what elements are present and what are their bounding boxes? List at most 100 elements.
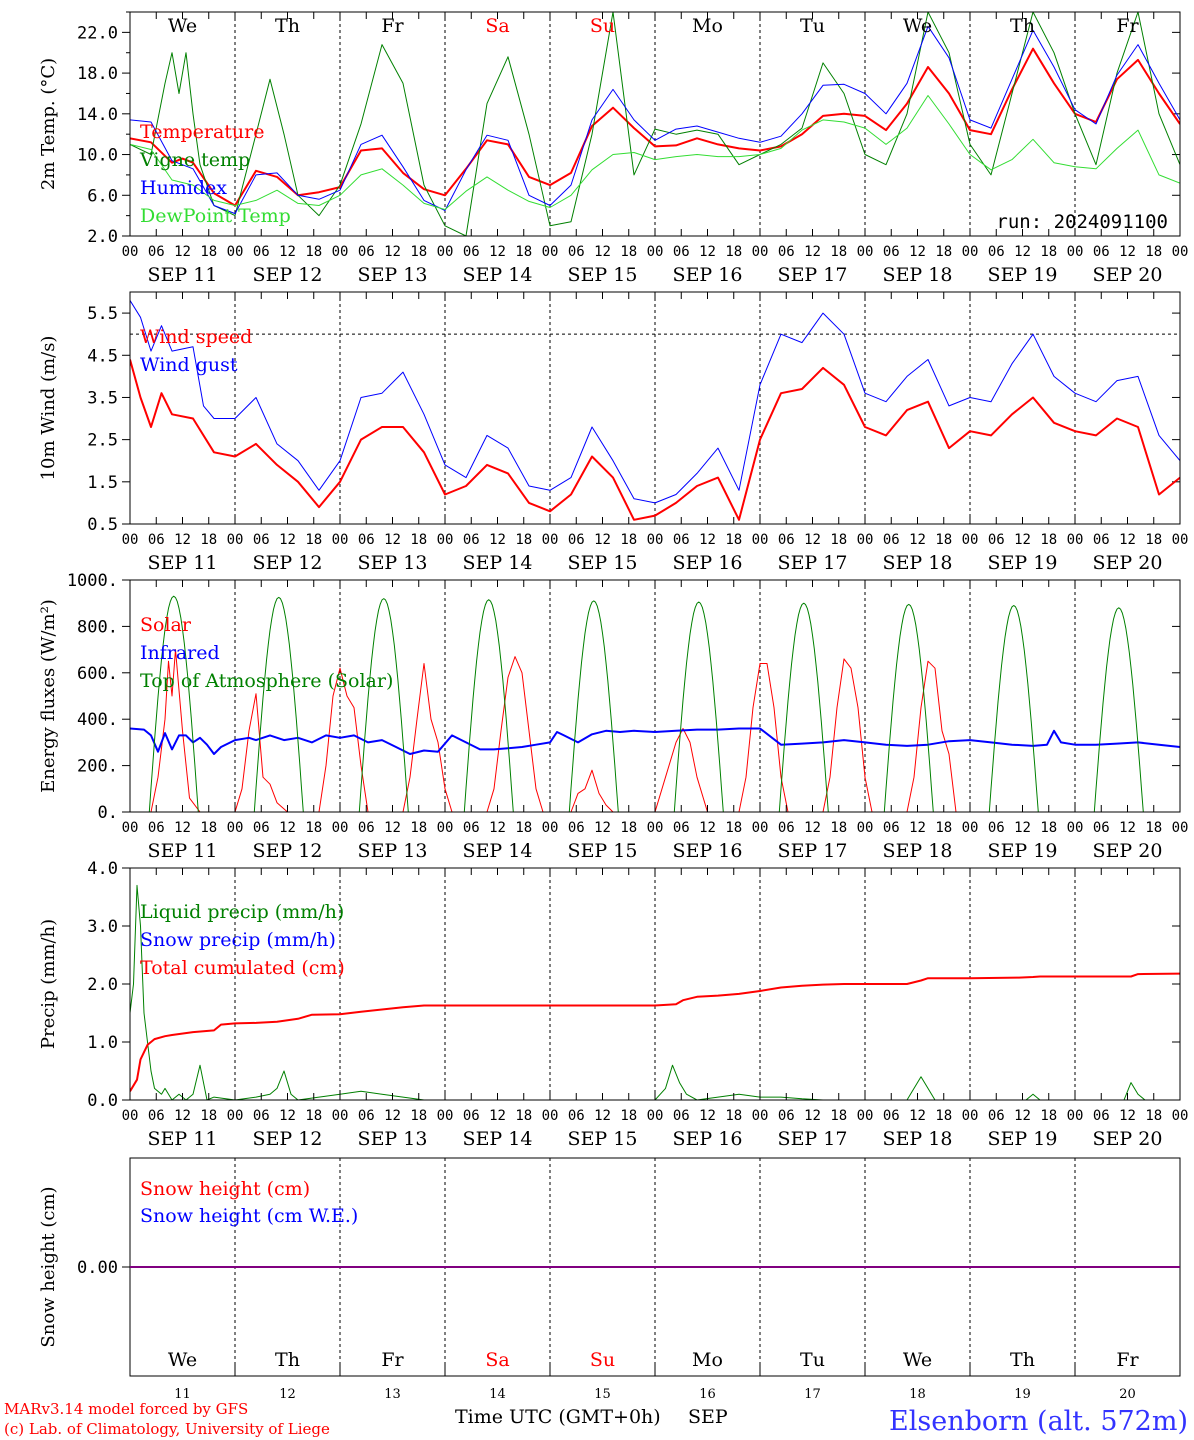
series-group: [130, 595, 1180, 812]
day-number: 12: [279, 1387, 296, 1402]
hour-label: 06: [463, 1108, 480, 1124]
hour-label: 18: [1145, 1108, 1162, 1124]
hour-label: 18: [515, 532, 532, 548]
date-label: SEP 20: [1093, 1128, 1163, 1150]
hour-label: 06: [358, 1108, 375, 1124]
hour-label: 18: [725, 532, 742, 548]
legend-entry: Solar: [140, 614, 192, 636]
y-tick-label: 1.5: [87, 473, 118, 493]
weekday-label: We: [168, 15, 197, 37]
date-label: SEP 19: [988, 1128, 1058, 1150]
hour-label: 00: [1067, 1108, 1084, 1124]
hour-label: 18: [725, 244, 742, 260]
hour-label: 00: [332, 244, 349, 260]
hour-label: 18: [935, 532, 952, 548]
series-group: [130, 12, 1180, 236]
hour-label: 12: [1014, 1108, 1031, 1124]
legend-entry: Wind gust: [140, 354, 238, 376]
hour-label: 06: [778, 244, 795, 260]
series-line-1: [130, 649, 957, 812]
day-number: 13: [384, 1387, 401, 1402]
hour-label: 18: [620, 820, 637, 836]
hour-label: 06: [988, 244, 1005, 260]
hour-label: 18: [935, 1108, 952, 1124]
date-label: SEP 19: [988, 552, 1058, 574]
legend-entry: Top of Atmosphere (Solar): [140, 670, 393, 692]
hour-label: 00: [857, 244, 874, 260]
hour-label: 06: [883, 820, 900, 836]
y-tick-label: 14.0: [77, 105, 118, 125]
hour-label: 12: [1119, 820, 1136, 836]
date-label: SEP 12: [253, 840, 323, 862]
hour-label: 12: [594, 244, 611, 260]
y-tick-label: 0.00: [77, 1258, 118, 1278]
hour-label: 00: [227, 1108, 244, 1124]
hour-label: 00: [542, 244, 559, 260]
hour-label: 12: [699, 244, 716, 260]
hour-label: 00: [227, 244, 244, 260]
date-label: SEP 18: [883, 552, 953, 574]
day-number: 20: [1119, 1387, 1136, 1402]
hour-label: 06: [883, 1108, 900, 1124]
hour-label: 12: [909, 532, 926, 548]
date-label: SEP 15: [568, 1128, 638, 1150]
date-label: SEP 18: [883, 840, 953, 862]
legend-entry: Snow height (cm W.E.): [140, 1205, 358, 1227]
day-number: 14: [489, 1387, 506, 1402]
hour-label: 06: [568, 532, 585, 548]
hour-label: 00: [1172, 532, 1189, 548]
y-axis-label: Snow height (cm): [38, 1186, 59, 1347]
date-label: SEP 15: [568, 264, 638, 286]
hour-label: 06: [568, 244, 585, 260]
hour-label: 12: [384, 820, 401, 836]
date-label: SEP 14: [463, 552, 533, 574]
hour-label: 06: [988, 1108, 1005, 1124]
day-number: 15: [594, 1387, 611, 1402]
y-tick-label: 0.: [98, 803, 118, 823]
series-line-4: [130, 95, 1180, 210]
date-label: SEP 12: [253, 1128, 323, 1150]
date-label: SEP 17: [778, 552, 848, 574]
day-number: 18: [909, 1387, 926, 1402]
hour-label: 12: [1014, 532, 1031, 548]
weekday-label: Tu: [800, 15, 825, 37]
panel-snow: 0.00 Snow height (cm) Snow height (cm) Snow…: [38, 1157, 1181, 1402]
series-line-3: [130, 595, 1180, 812]
weekday-label: We: [168, 1349, 197, 1371]
date-label: SEP 11: [148, 840, 218, 862]
footer: MARv3.14 model forced by GFS (c) Lab. of …: [4, 1400, 1188, 1438]
hour-label: 00: [962, 532, 979, 548]
date-label: SEP 11: [148, 1128, 218, 1150]
panel-frame: [129, 11, 1181, 237]
hour-label: 12: [489, 820, 506, 836]
hour-label: 18: [1040, 1108, 1057, 1124]
hour-label: 18: [620, 1108, 637, 1124]
hour-label: 06: [148, 1108, 165, 1124]
hour-label: 18: [1040, 244, 1057, 260]
y-tick-label: 2.5: [87, 431, 118, 451]
weekday-label: Sa: [485, 1349, 509, 1371]
day-number: 17: [804, 1387, 821, 1402]
y-tick-label: 400.: [77, 710, 118, 730]
date-label: SEP 12: [253, 264, 323, 286]
date-label: SEP 13: [358, 840, 428, 862]
hour-label: 18: [200, 244, 217, 260]
hour-label: 00: [437, 244, 454, 260]
hour-label: 00: [647, 244, 664, 260]
hour-label: 06: [253, 1108, 270, 1124]
hour-label: 06: [673, 1108, 690, 1124]
date-label: SEP 12: [253, 552, 323, 574]
hour-label: 00: [752, 244, 769, 260]
hour-label: 06: [988, 532, 1005, 548]
hour-label: 18: [1145, 820, 1162, 836]
hour-label: 12: [279, 532, 296, 548]
date-label: SEP 11: [148, 552, 218, 574]
series-line-3: [130, 25, 1180, 215]
date-label: SEP 15: [568, 552, 638, 574]
hour-label: 18: [725, 1108, 742, 1124]
y-axis-label: Precip (mm/h): [38, 919, 59, 1049]
hour-label: 18: [200, 532, 217, 548]
hour-label: 12: [279, 244, 296, 260]
hour-label: 18: [725, 820, 742, 836]
